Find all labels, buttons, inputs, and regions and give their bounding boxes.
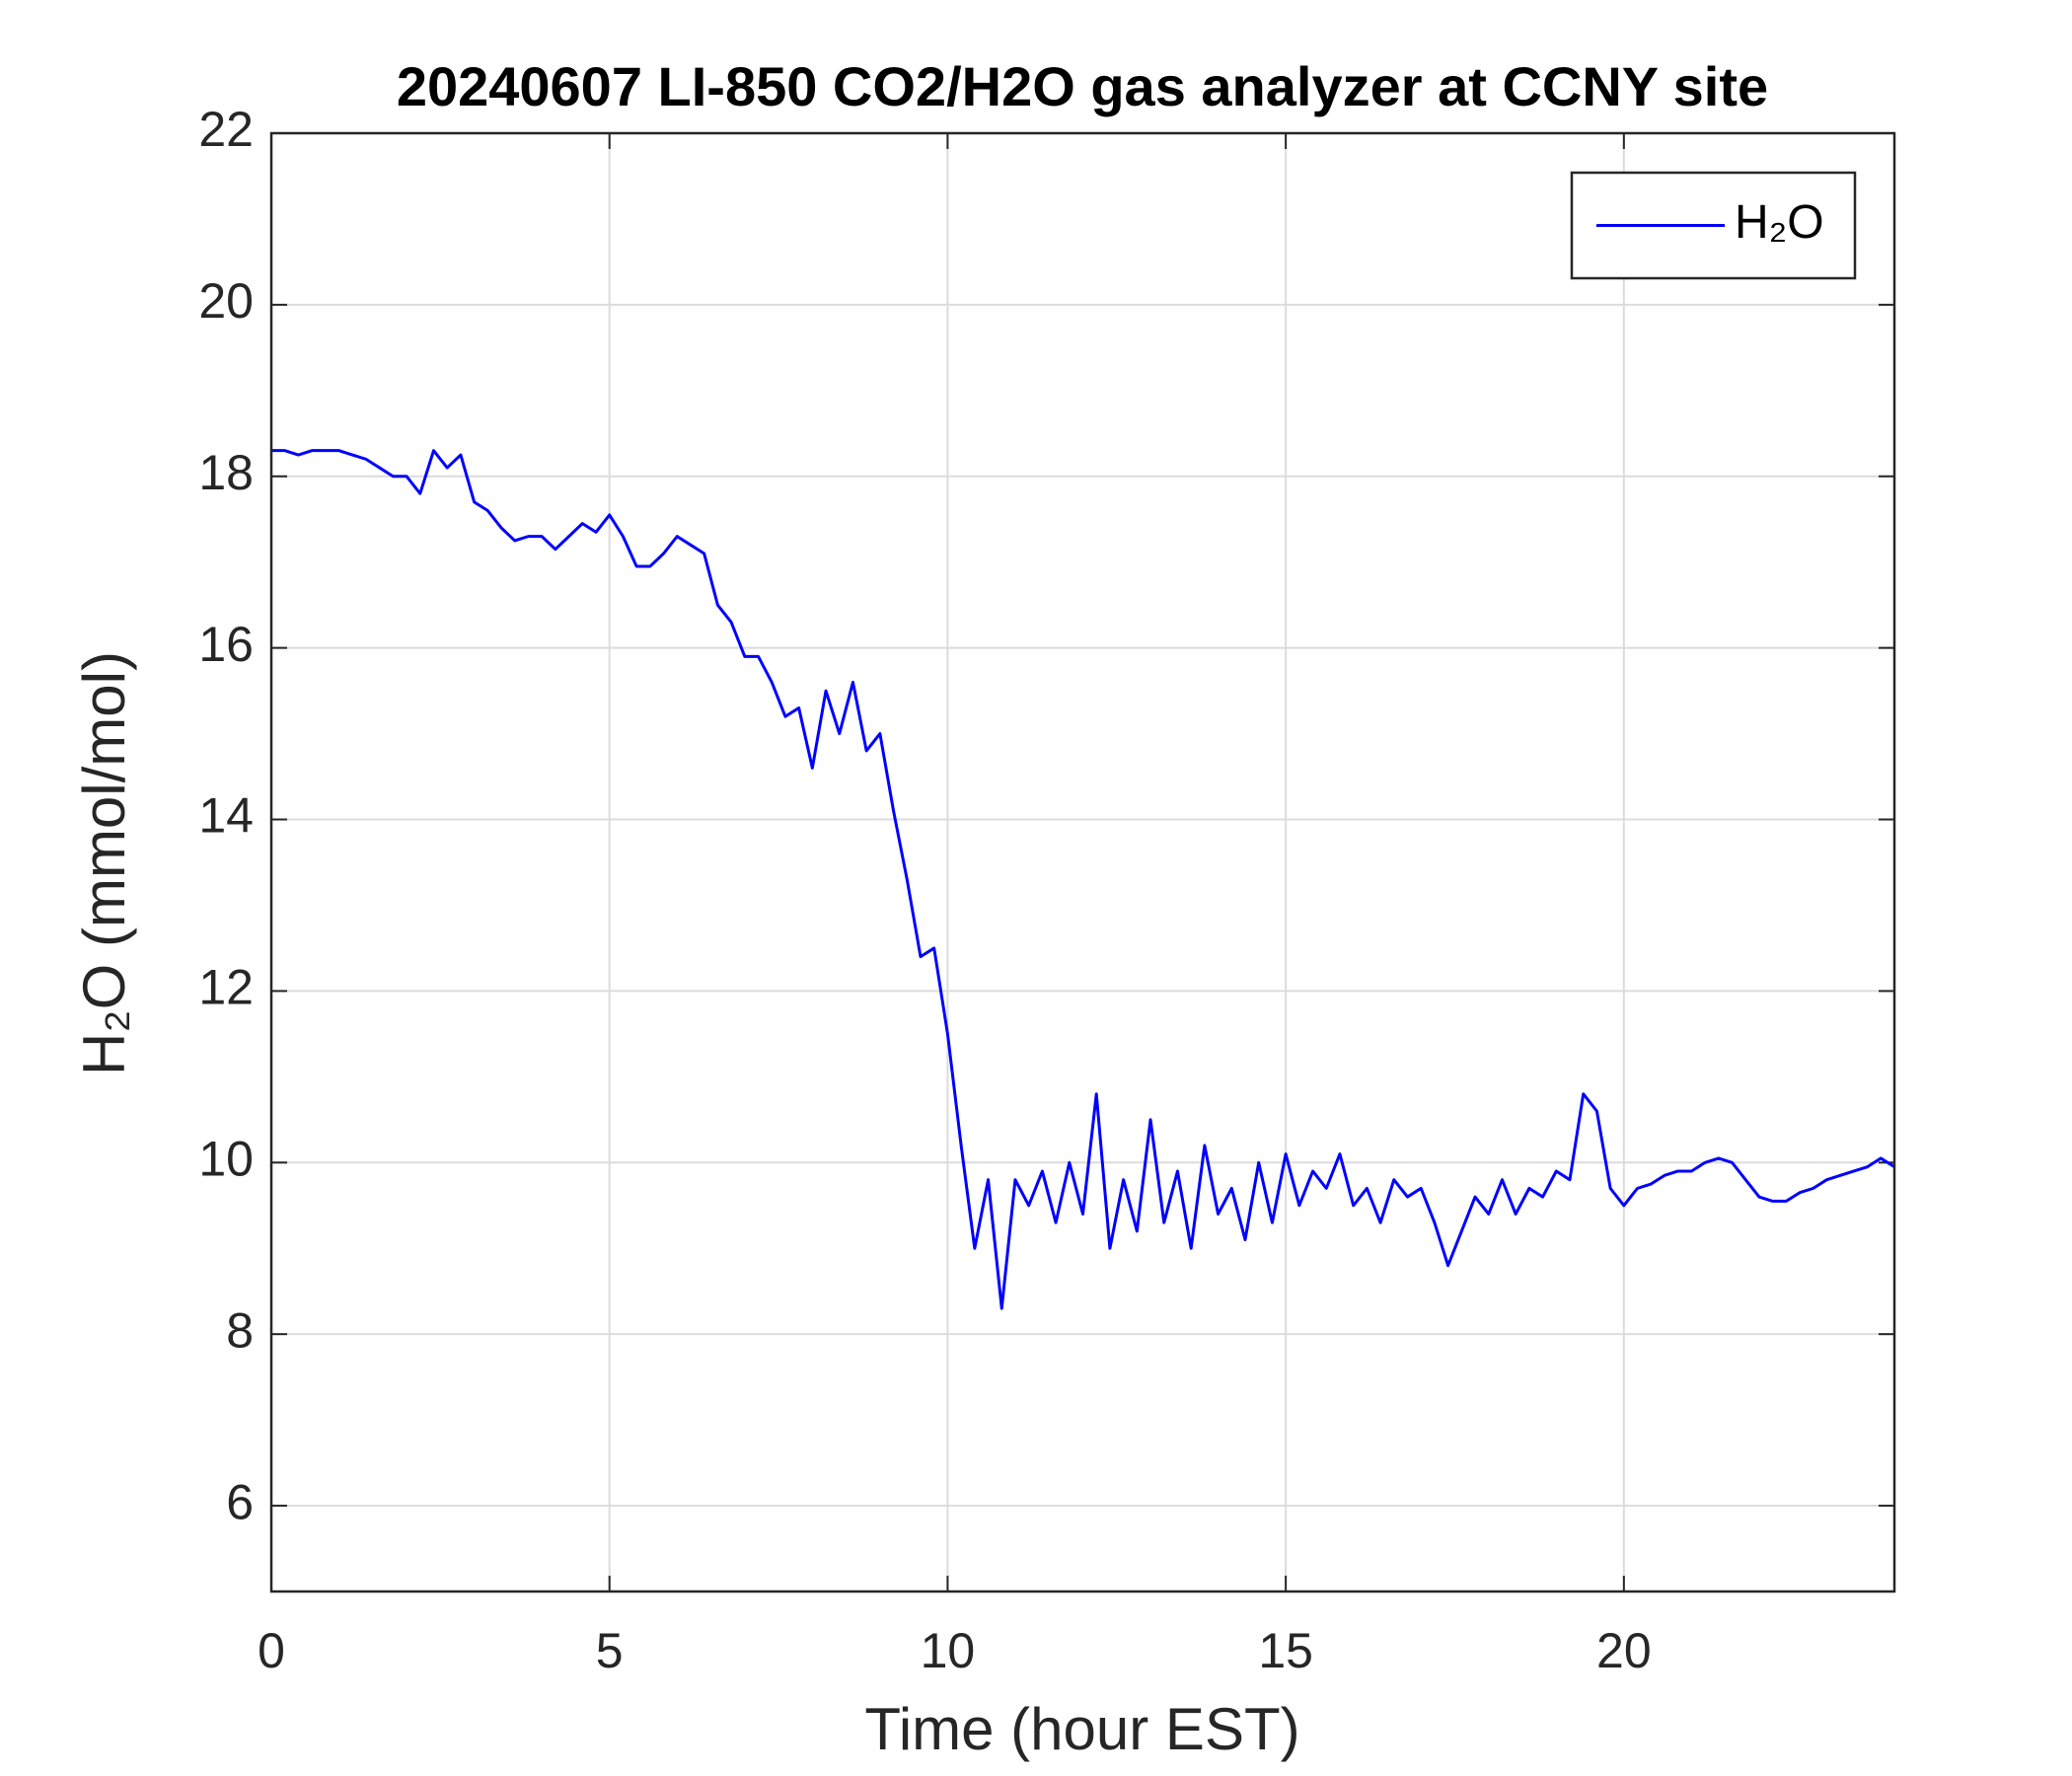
- y-tick-label: 22: [198, 102, 254, 157]
- legend-label: H₂O: [1735, 196, 1824, 249]
- y-tick-label: 10: [198, 1131, 254, 1186]
- x-tick-label: 20: [1596, 1623, 1652, 1678]
- y-tick-label: 14: [198, 788, 254, 844]
- y-tick-label: 16: [198, 617, 254, 672]
- chart-title: 20240607 LI-850 CO2/H2O gas analyzer at …: [397, 55, 1768, 117]
- y-tick-label: 8: [226, 1302, 254, 1358]
- x-axis-label: Time (hour EST): [864, 1696, 1299, 1762]
- y-tick-label: 6: [226, 1474, 254, 1529]
- legend: H₂O: [1570, 171, 1857, 280]
- x-tick-label: 0: [258, 1623, 285, 1678]
- y-tick-label: 18: [198, 445, 254, 500]
- x-tick-label: 5: [596, 1623, 624, 1678]
- axes-box: [269, 131, 1896, 1593]
- y-axis-label: H₂O (mmol/mol): [71, 651, 137, 1075]
- data-line: [271, 449, 1895, 1310]
- x-tick-label: 15: [1258, 1623, 1313, 1678]
- y-tick-label: 12: [198, 960, 254, 1015]
- y-tick-label: 20: [198, 273, 254, 329]
- x-tick-label: 10: [921, 1623, 976, 1678]
